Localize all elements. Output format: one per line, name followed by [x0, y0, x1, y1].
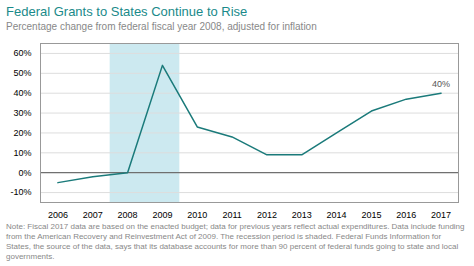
svg-text:10%: 10% [13, 148, 31, 158]
svg-text:2012: 2012 [257, 210, 277, 220]
html-text:Note: Fiscal 2017 data are bas: Note: Fiscal 2017 data are based on the … [6, 222, 465, 261]
svg-text:2011: 2011 [222, 210, 241, 220]
svg-text:20%: 20% [13, 128, 31, 138]
svg-text:40%: 40% [13, 88, 31, 98]
svg-text:30%: 30% [13, 108, 31, 118]
svg-text:2010: 2010 [187, 210, 207, 220]
svg-text:2006: 2006 [48, 210, 68, 220]
html-text:Percentage change from federal: Percentage change from federal fiscal ye… [6, 21, 317, 32]
svg-text:2015: 2015 [361, 210, 381, 220]
svg-text:40%: 40% [432, 79, 450, 89]
html-text:Federal Grants to States Conti: Federal Grants to States Continue to Ris… [6, 4, 248, 19]
svg-text:2016: 2016 [396, 210, 416, 220]
svg-text:-10%: -10% [10, 187, 31, 197]
svg-text:0%: 0% [18, 168, 31, 178]
svg-text:50%: 50% [13, 68, 31, 78]
svg-text:2007: 2007 [83, 210, 103, 220]
svg-text:2013: 2013 [292, 210, 312, 220]
svg-text:2014: 2014 [327, 210, 347, 220]
svg-text:2017: 2017 [431, 210, 451, 220]
svg-text:2009: 2009 [152, 210, 172, 220]
svg-text:60%: 60% [13, 48, 31, 58]
svg-text:2008: 2008 [118, 210, 138, 220]
